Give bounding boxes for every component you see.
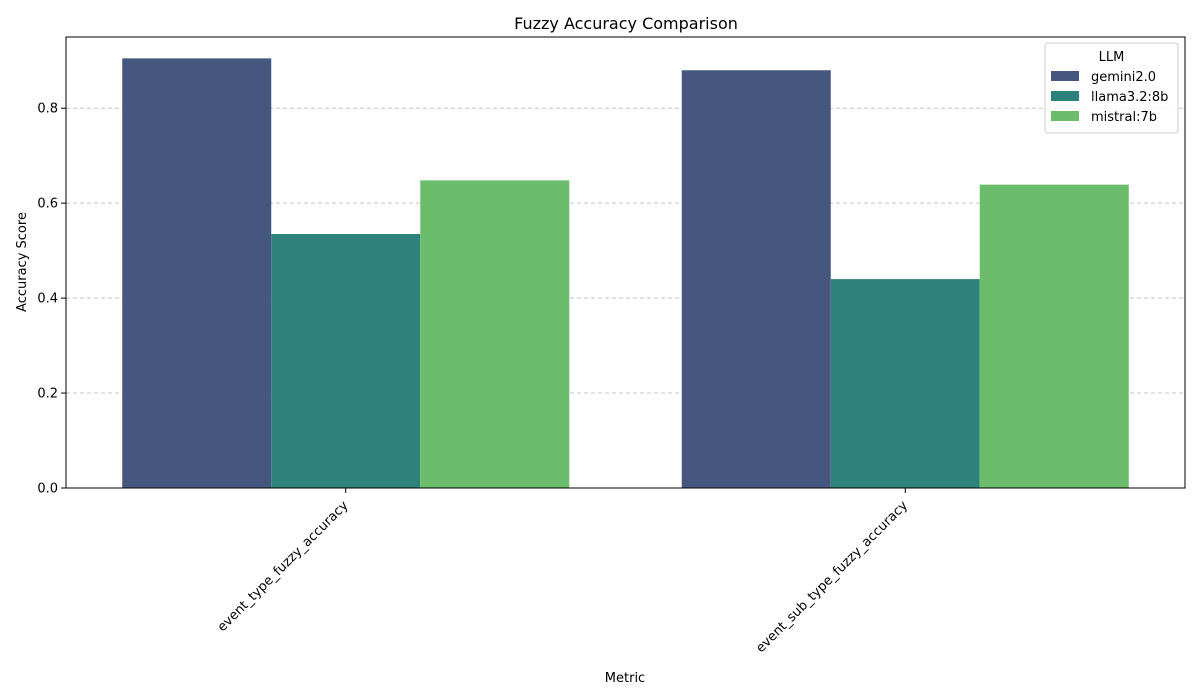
- legend: LLM gemini2.0 llama3.2:8b mistral:7b: [1044, 42, 1179, 134]
- legend-entry: gemini2.0: [1091, 70, 1156, 85]
- legend-entry: llama3.2:8b: [1091, 90, 1168, 105]
- bar-gemini2-0-0: [122, 58, 272, 488]
- y-tick-label: 0.6: [37, 197, 58, 212]
- y-tick-label: 0.8: [37, 102, 58, 117]
- legend-swatch: [1051, 71, 1079, 81]
- x-axis-ticks: event_type_fuzzy_accuracy event_sub_type_…: [215, 488, 911, 656]
- bar-llama3-2-8b-0: [271, 234, 421, 488]
- chart-title: Fuzzy Accuracy Comparison: [514, 14, 738, 33]
- bars: [122, 58, 1129, 489]
- plot-frame: [65, 36, 1186, 489]
- y-tick-label: 0.0: [37, 482, 58, 497]
- legend-swatch: [1051, 91, 1079, 101]
- bar-mistral-7b-0: [420, 180, 570, 488]
- legend-swatch: [1051, 111, 1079, 121]
- x-tick-label: event_type_fuzzy_accuracy: [215, 498, 352, 635]
- x-tick-label: event_sub_type_fuzzy_accuracy: [753, 498, 911, 656]
- bar-mistral-7b-1: [979, 184, 1129, 488]
- bar-gemini2-0-1: [681, 70, 831, 489]
- legend-entry: mistral:7b: [1091, 110, 1157, 125]
- bar-llama3-2-8b-1: [830, 279, 980, 488]
- x-axis-label: Metric: [605, 671, 645, 686]
- y-tick-label: 0.4: [37, 292, 58, 307]
- legend-title: LLM: [1099, 50, 1125, 65]
- y-axis-ticks: 0.0 0.2 0.4 0.6 0.8: [37, 102, 66, 497]
- y-tick-label: 0.2: [37, 387, 58, 402]
- y-axis-label: Accuracy Score: [15, 212, 30, 312]
- legend-box: [1044, 42, 1179, 134]
